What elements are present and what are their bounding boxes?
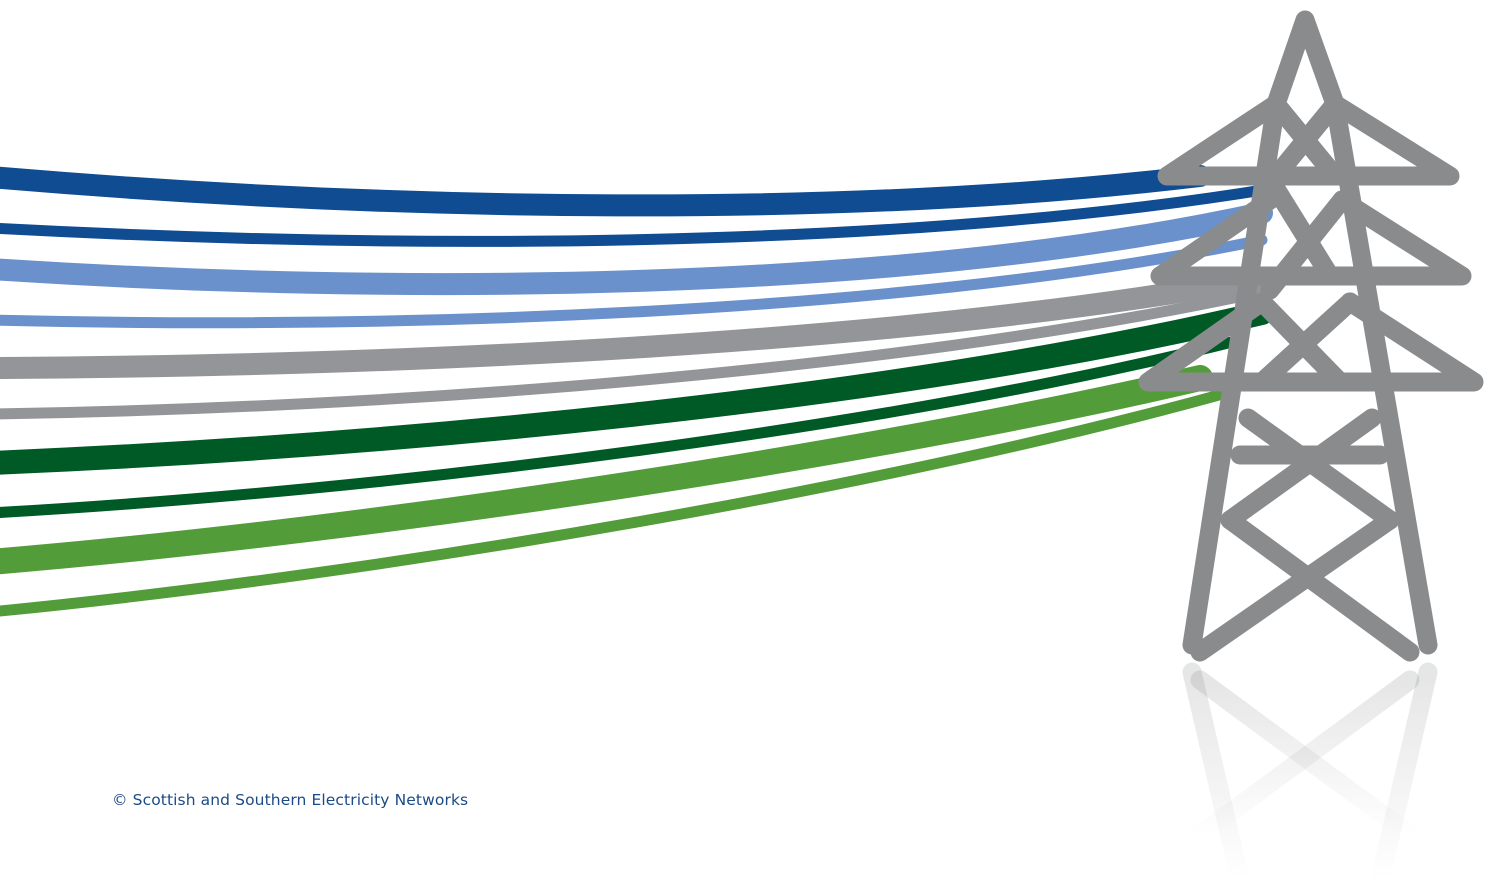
dark-green-line-2 — [0, 334, 1246, 518]
electricity-pylon-icon — [1138, 10, 1484, 662]
green-line-2 — [0, 386, 1236, 617]
grey-line-1 — [0, 267, 1273, 379]
green-line-1 — [0, 365, 1213, 575]
dark-green-line-1 — [0, 301, 1274, 475]
blue-line-2 — [0, 182, 1281, 247]
pylon-reflection — [1182, 662, 1438, 886]
light-blue-line-1 — [0, 202, 1273, 296]
power-lines — [0, 165, 1281, 617]
copyright-text: © Scottish and Southern Electricity Netw… — [112, 791, 469, 809]
grey-line-2 — [0, 286, 1268, 420]
blue-line-1 — [0, 165, 1211, 217]
light-blue-line-2 — [0, 234, 1268, 329]
